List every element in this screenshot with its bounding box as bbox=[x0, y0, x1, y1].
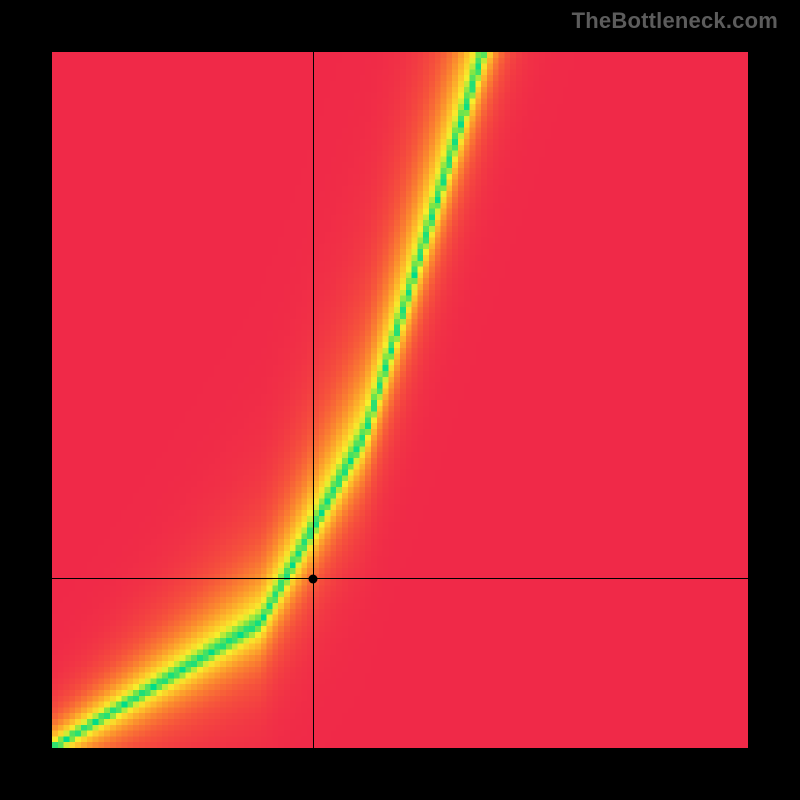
heatmap-plot bbox=[52, 52, 748, 748]
heatmap-canvas bbox=[52, 52, 748, 748]
watermark-text: TheBottleneck.com bbox=[572, 8, 778, 34]
chart-frame: TheBottleneck.com bbox=[0, 0, 800, 800]
